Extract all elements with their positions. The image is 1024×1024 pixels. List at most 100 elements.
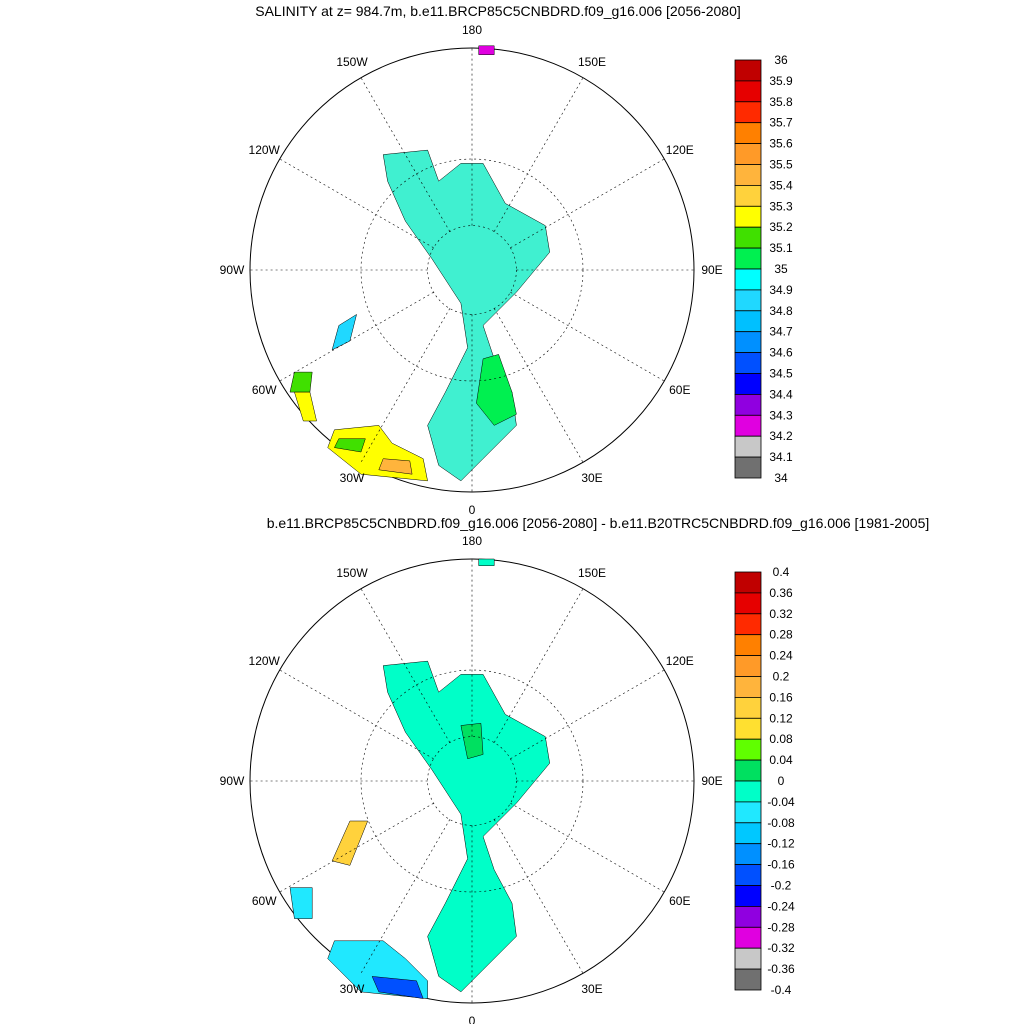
colorbar-swatch [734, 613, 762, 636]
colorbar-swatch [734, 571, 762, 594]
longitude-label: 150E [578, 566, 606, 580]
colorbar-tick-label: 35.1 [769, 241, 793, 255]
longitude-label: 60W [252, 894, 277, 908]
region-north-atlantic [371, 976, 424, 999]
longitude-label: 0 [469, 503, 476, 517]
colorbar-swatch [734, 780, 762, 803]
colorbar-swatch [734, 697, 762, 719]
colorbar-swatch [734, 205, 762, 228]
colorbar-swatch [734, 247, 762, 270]
longitude-label: 120E [666, 143, 694, 157]
colorbar-tick-label: 35.5 [769, 158, 793, 172]
longitude-label: 120W [249, 143, 281, 157]
colorbar-tick-label: 35.9 [769, 74, 793, 88]
colorbar-swatch [734, 122, 762, 144]
map-panel-difference: 180 150E 120E 90E 60E 30E 0 30W 60W 90W 120W 150W [220, 534, 723, 1024]
colorbar-tick-label: 35.6 [769, 137, 793, 151]
longitude-label: 120W [249, 654, 281, 668]
colorbar-swatch [734, 906, 762, 928]
colorbar-swatch [734, 592, 762, 615]
longitude-label: 90E [701, 774, 722, 788]
colorbar-swatch [734, 164, 762, 186]
colorbar-swatch [734, 759, 762, 782]
colorbar-swatch [734, 310, 762, 333]
data-regions [289, 45, 550, 482]
colorbar-tick-label: -0.2 [771, 879, 792, 893]
region-arctic-basin-interior [478, 558, 495, 566]
colorbar-swatch [734, 738, 762, 761]
colorbar-tick-label: 0.36 [769, 586, 793, 600]
colorbar-swatch [734, 843, 762, 866]
colorbar-swatch [734, 331, 762, 354]
colorbar-tick-label: 35.8 [769, 95, 793, 109]
colorbar-swatch [734, 676, 762, 698]
colorbar-swatch [734, 947, 762, 970]
colorbar-tick-label: 34.9 [769, 283, 793, 297]
region-central-arctic-small-patch [460, 723, 484, 760]
colorbar-tick-label: 35.7 [769, 116, 793, 130]
colorbar-tick-label: -0.36 [767, 962, 795, 976]
colorbar-tick-label: 0.4 [773, 565, 790, 579]
colorbar-swatch [734, 414, 762, 437]
longitude-label: 30E [581, 982, 602, 996]
colorbar-swatch [734, 801, 762, 824]
longitude-label: 180 [462, 23, 482, 37]
longitude-label: 120E [666, 654, 694, 668]
region-labrador-sea [289, 887, 313, 919]
colorbar-tick-label: 35.2 [769, 220, 793, 234]
colorbar-swatch [734, 968, 762, 991]
colorbar-swatch [734, 373, 762, 395]
colorbar-tick-label: 0.16 [769, 690, 793, 704]
longitude-label: 30W [340, 471, 365, 485]
colorbar-tick-label: -0.28 [767, 920, 795, 934]
region-fram-strait-greenland-sea [476, 354, 517, 426]
colorbar-salinity: 36 35.9 35.8 35.7 35.6 35.5 35.4 35.3 35.2 35.1 35… [734, 53, 793, 485]
colorbar-tick-label: 34.8 [769, 304, 793, 318]
region-north-atlantic [294, 391, 317, 422]
colorbar-swatch [734, 101, 762, 124]
colorbar-tick-label: -0.16 [767, 858, 795, 872]
colorbar-swatch [734, 864, 762, 886]
colorbar-tick-label: 0.28 [769, 628, 793, 642]
colorbar-tick-label: -0.24 [767, 899, 795, 913]
longitude-label: 30E [581, 471, 602, 485]
colorbar-tick-label: 0.04 [769, 753, 793, 767]
colorbar-tick-label: 34.2 [769, 429, 793, 443]
colorbar-swatch [734, 393, 762, 416]
colorbar-tick-label: -0.32 [767, 941, 795, 955]
colorbar-tick-label: 34.6 [769, 346, 793, 360]
region-arctic-basin-interior [382, 660, 550, 993]
colorbar-tick-label: 0.24 [769, 649, 793, 663]
longitude-label: 180 [462, 534, 482, 548]
colorbar-tick-label: -0.12 [767, 837, 795, 851]
colorbar-tick-label: 0.2 [773, 670, 790, 684]
colorbar-swatch [734, 80, 762, 103]
colorbar-tick-label: 36 [774, 53, 788, 67]
map-title: SALINITY at z= 984.7m, b.e11.BRCP85C5CNB… [255, 3, 741, 19]
map-panel-salinity: 180 150E 120E 90E 60E 30E 0 30W 60W 90W 120W 150W [220, 23, 723, 517]
longitude-label: 150W [336, 55, 368, 69]
longitude-label: 150E [578, 55, 606, 69]
colorbar-swatch [734, 634, 762, 657]
longitude-label: 60W [252, 383, 277, 397]
colorbar-swatch [734, 352, 762, 374]
colorbar-swatch [734, 226, 762, 249]
colorbar-swatch [734, 717, 762, 740]
longitude-label: 60E [669, 383, 690, 397]
colorbar-swatch [734, 143, 762, 165]
data-regions [289, 558, 550, 999]
colorbar-tick-label: 0.08 [769, 732, 793, 746]
colorbar-tick-label: 0.32 [769, 607, 793, 621]
longitude-label: 90W [220, 774, 245, 788]
colorbar-tick-label: 34.5 [769, 367, 793, 381]
longitude-label: 30W [340, 982, 365, 996]
colorbar-swatch [734, 926, 762, 949]
longitude-label: 90W [220, 263, 245, 277]
region-baffin-bay [331, 820, 369, 866]
colorbar-tick-label: 34.7 [769, 325, 793, 339]
colorbar-tick-label: 35.3 [769, 199, 793, 213]
colorbar-tick-label: 0.12 [769, 711, 793, 725]
colorbar-tick-label: 35 [774, 262, 788, 276]
region-labrador-sea [334, 438, 366, 453]
